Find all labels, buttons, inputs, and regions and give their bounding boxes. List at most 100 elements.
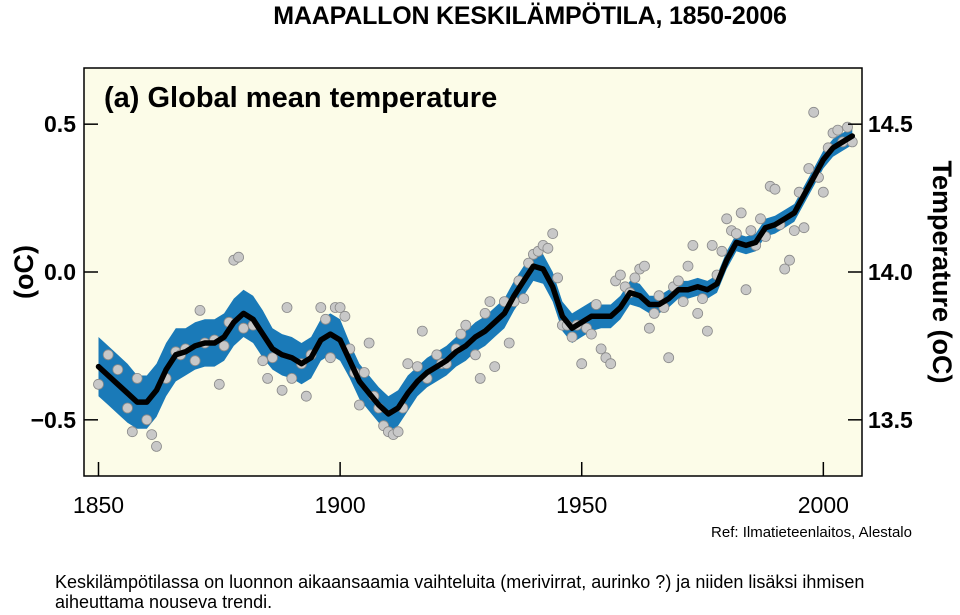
- annual-data-point: [484, 296, 496, 308]
- annual-data-point: [126, 426, 138, 438]
- y-axis-label-right: Temperature (oC): [927, 160, 957, 383]
- y-tick-label-left: −0.5: [31, 407, 77, 433]
- smoothed-line-layer: [95, 133, 856, 417]
- annual-data-point: [363, 337, 375, 349]
- annual-data-point: [697, 293, 708, 305]
- annual-data-point: [455, 328, 467, 340]
- annual-data-point: [692, 307, 704, 319]
- annual-data-point: [320, 313, 332, 325]
- annual-data-point: [605, 358, 617, 370]
- annual-data-point: [102, 349, 114, 361]
- annual-data-point: [315, 302, 327, 313]
- x-tick-label: 1900: [315, 492, 366, 518]
- annual-data-point: [832, 124, 844, 136]
- annual-data-point: [358, 367, 370, 378]
- annual-data-point: [286, 372, 298, 384]
- annual-data-point: [518, 293, 530, 305]
- annual-data-point: [740, 284, 752, 296]
- annual-data-point: [644, 322, 655, 334]
- annual-data-point: [745, 225, 757, 237]
- annual-data-point: [503, 337, 515, 349]
- annual-data-point: [653, 290, 665, 302]
- y-tick-label-left: 0.5: [44, 111, 76, 137]
- annual-data-point: [479, 307, 491, 319]
- annual-data-point: [702, 325, 713, 337]
- annual-data-point: [629, 272, 641, 284]
- x-tick-label: 1850: [73, 492, 124, 518]
- annual-data-point: [731, 228, 742, 240]
- annual-data-point: [552, 272, 563, 284]
- annual-data-point: [276, 384, 288, 396]
- panel-title: (a) Global mean temperature: [104, 82, 497, 114]
- page-title: MAAPALLON KESKILÄMPÖTILA, 1850-2006: [273, 2, 787, 30]
- annual-data-point: [798, 222, 810, 234]
- annual-data-point: [469, 349, 481, 361]
- annual-data-point: [460, 319, 472, 331]
- annual-data-point: [93, 378, 104, 390]
- annual-data-point: [779, 263, 791, 275]
- annual-data-point: [122, 402, 133, 414]
- chart: −0.5 0.0 0.5 13.5 14.0 14.5 1850 1900 1950 2000 (…: [9, 67, 957, 518]
- annual-data-point: [769, 183, 781, 195]
- annual-data-point: [131, 372, 143, 384]
- annual-data-point: [267, 352, 278, 364]
- annual-data-point: [648, 307, 660, 319]
- y-tick-label-left: 0.0: [44, 259, 76, 285]
- annual-data-point: [542, 242, 554, 254]
- annual-data-point: [682, 260, 694, 272]
- annual-data-point: [411, 361, 423, 373]
- annual-data-point: [324, 352, 336, 364]
- annual-data-point: [721, 213, 733, 225]
- y-axis-label-left: (oC): [9, 245, 39, 299]
- caption-text: Keskilämpötilassa on luonnon aikaansaami…: [55, 572, 865, 612]
- y-tick-label-right: 13.5: [868, 407, 913, 433]
- reference-text: Ref: Ilmatieteenlaitos, Alestalo: [711, 524, 912, 541]
- annual-data-point: [141, 414, 153, 426]
- y-tick-label-right: 14.0: [868, 259, 913, 285]
- annual-data-point: [566, 331, 578, 343]
- annual-data-point: [281, 302, 293, 313]
- annual-data-point: [218, 340, 230, 352]
- annual-data-point: [189, 355, 201, 367]
- annual-data-point: [300, 390, 312, 402]
- annual-data-point: [194, 304, 206, 316]
- annual-data-point: [151, 440, 162, 452]
- annual-data-point: [687, 239, 699, 251]
- annual-data-point: [663, 352, 675, 364]
- annual-data-point: [146, 429, 158, 441]
- annual-data-point: [735, 207, 747, 219]
- annual-data-point: [431, 349, 443, 361]
- annual-data-point: [416, 325, 428, 337]
- annual-data-point: [706, 239, 718, 251]
- annual-data-point: [595, 343, 607, 355]
- tick-layer: −0.5 0.0 0.5 13.5 14.0 14.5 1850 1900 1950 2000: [31, 111, 913, 518]
- annual-data-point: [803, 163, 815, 174]
- annual-data-point: [788, 225, 800, 237]
- annual-data-point: [677, 296, 689, 308]
- annual-data-point: [402, 358, 414, 370]
- annual-data-point: [262, 372, 274, 384]
- annual-data-point: [112, 364, 124, 376]
- annual-data-point: [489, 361, 501, 373]
- annual-data-point: [233, 251, 245, 263]
- annual-data-point: [576, 358, 588, 370]
- annual-data-point: [716, 245, 728, 257]
- y-tick-label-right: 14.5: [868, 111, 913, 137]
- annual-data-point: [353, 399, 365, 411]
- annual-data-point: [590, 299, 602, 310]
- annual-data-point: [808, 106, 820, 118]
- annual-data-point: [339, 310, 351, 322]
- annual-data-point: [755, 213, 766, 225]
- annual-data-point: [817, 186, 829, 198]
- annual-points-layer: [93, 106, 858, 452]
- annual-data-point: [392, 426, 404, 438]
- annual-data-point: [673, 275, 684, 287]
- annual-data-point: [784, 254, 795, 266]
- annual-data-point: [474, 372, 486, 384]
- annual-data-point: [586, 328, 597, 340]
- smoothed-temperature-line: [95, 133, 856, 417]
- annual-data-point: [334, 302, 346, 313]
- annual-data-point: [547, 228, 559, 240]
- annual-data-point: [213, 378, 225, 390]
- annual-data-point: [615, 269, 626, 281]
